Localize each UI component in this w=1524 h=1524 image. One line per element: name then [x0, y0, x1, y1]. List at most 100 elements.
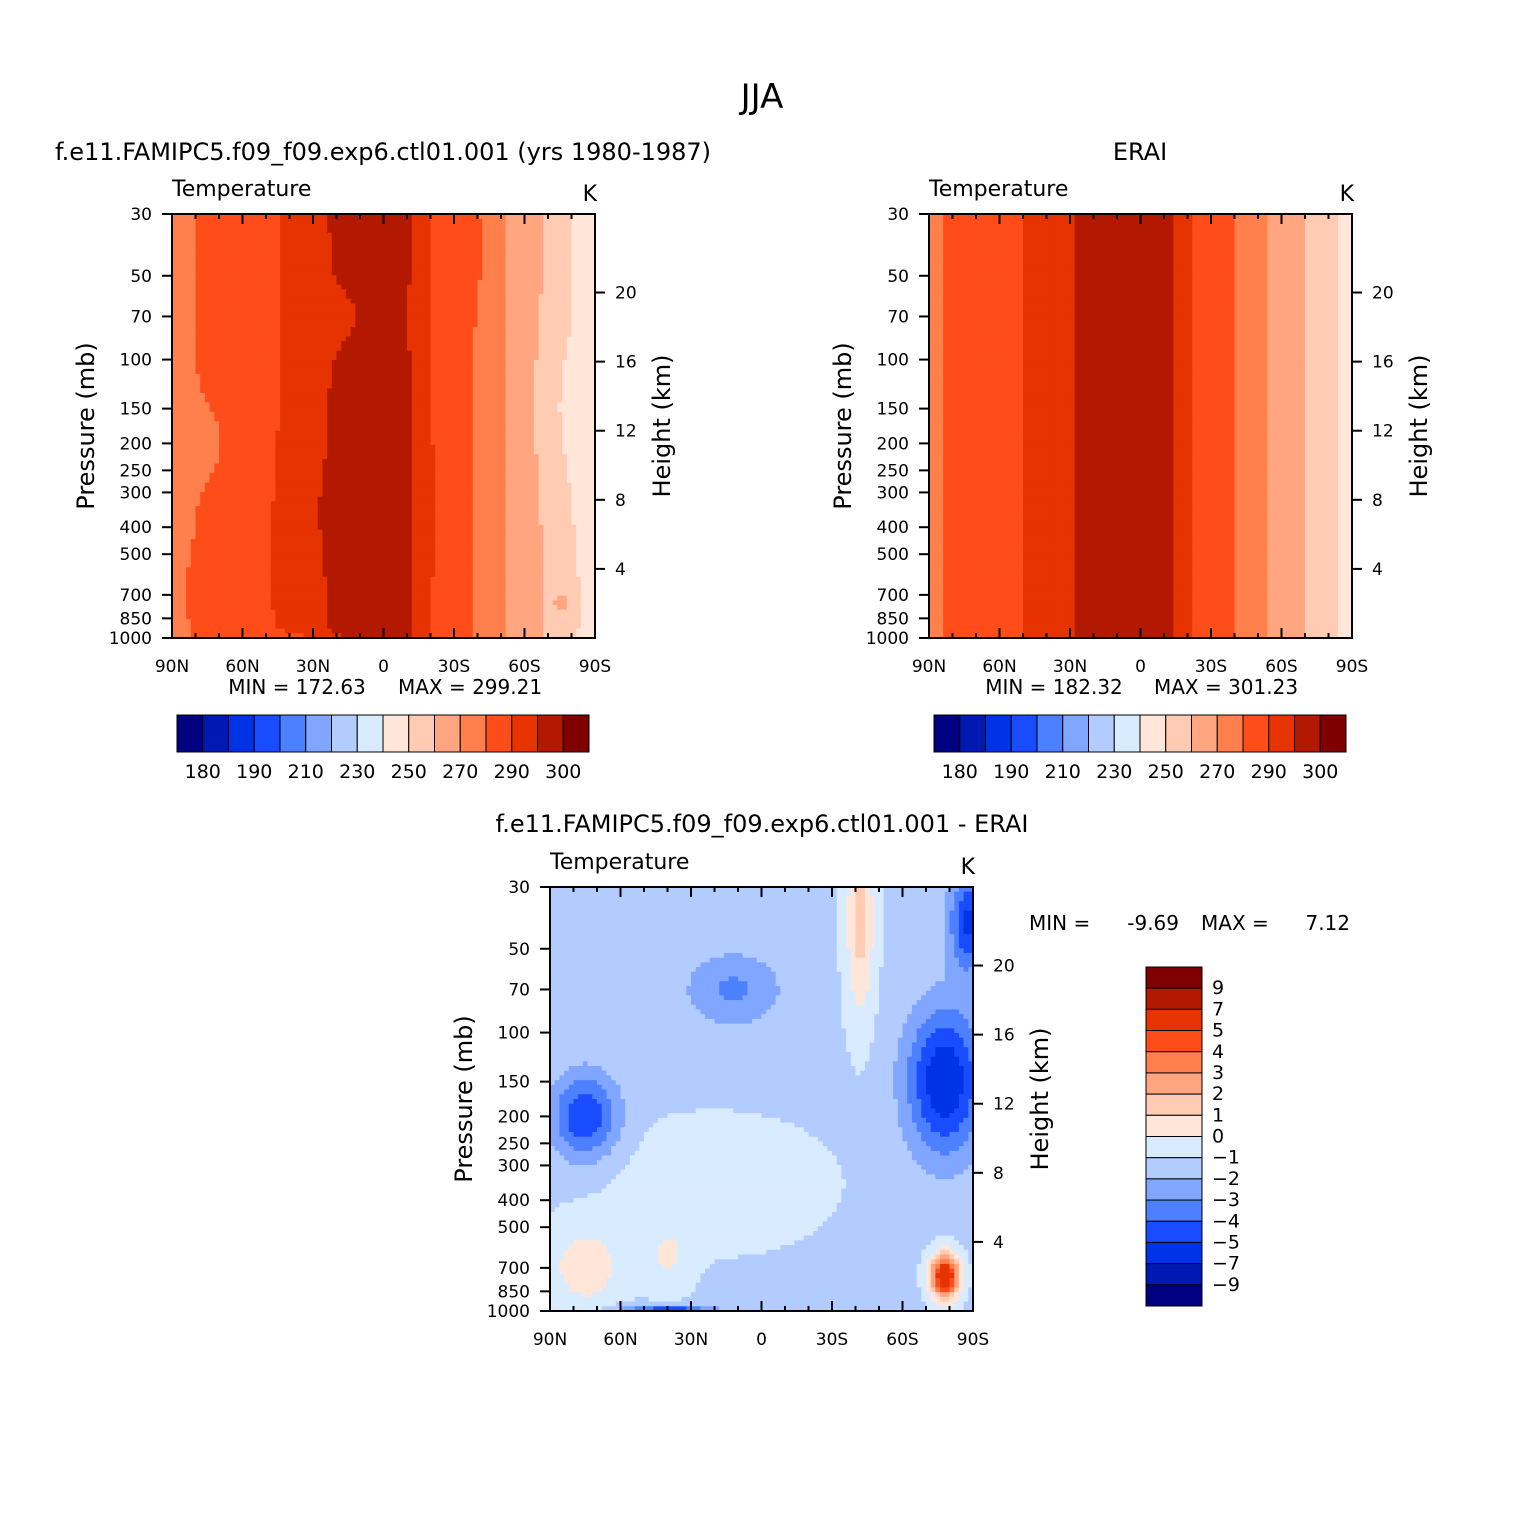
contour-cell — [501, 463, 507, 469]
contour-cell — [345, 251, 352, 257]
contour-cell — [275, 468, 281, 474]
contour-cell — [360, 383, 366, 389]
contour-cell — [548, 383, 554, 389]
contour-cell — [308, 421, 314, 427]
contour-cell — [548, 393, 554, 399]
contour-cell — [458, 218, 464, 225]
contour-cell — [270, 454, 276, 460]
contour-cell — [261, 350, 267, 356]
contour-cell — [237, 449, 244, 455]
contour-cell — [529, 308, 535, 314]
contour-cell — [181, 256, 187, 262]
contour-cell — [190, 473, 197, 479]
contour-cell — [298, 246, 305, 253]
contour-cell — [496, 388, 502, 394]
contour-cell — [360, 237, 366, 243]
contour-cell — [345, 454, 352, 460]
contour-cell — [228, 265, 234, 272]
contour-cell — [284, 327, 291, 333]
contour-cell — [214, 289, 220, 295]
contour-cell — [529, 251, 535, 257]
contour-cell — [524, 298, 530, 305]
contour-cell — [472, 242, 479, 248]
contour-cell — [468, 416, 474, 422]
contour-cell — [585, 242, 591, 248]
contour-cell — [237, 407, 244, 413]
contour-cell — [294, 265, 300, 272]
contour-cell — [345, 449, 352, 455]
contour-cell — [172, 242, 178, 248]
contour-cell — [181, 402, 187, 408]
contour-cell — [176, 341, 182, 347]
contour-cell — [289, 454, 295, 460]
contour-cell — [345, 265, 352, 272]
contour-cell — [392, 355, 399, 361]
contour-cell — [444, 430, 450, 437]
contour-cell — [317, 298, 323, 305]
contour-cell — [439, 360, 446, 366]
contour-cell — [468, 284, 474, 290]
contour-cell — [256, 294, 262, 300]
contour-cell — [214, 360, 220, 366]
contour-cell — [454, 350, 460, 356]
contour-cell — [186, 440, 192, 446]
contour-cell — [529, 242, 535, 248]
contour-cell — [552, 303, 558, 309]
contour-cell — [186, 251, 192, 257]
contour-cell — [557, 237, 563, 243]
contour-cell — [219, 378, 225, 385]
contour-cell — [233, 416, 239, 422]
contour-cell — [313, 458, 319, 465]
contour-cell — [223, 331, 229, 338]
contour-cell — [571, 284, 577, 290]
contour-cell — [345, 463, 352, 469]
contour-cell — [341, 388, 347, 394]
contour-cell — [388, 393, 394, 399]
contour-cell — [576, 237, 582, 243]
contour-cell — [176, 463, 182, 469]
contour-cell — [204, 426, 211, 432]
contour-cell — [228, 388, 234, 394]
contour-cell — [472, 289, 479, 295]
contour-cell — [341, 265, 347, 272]
contour-cell — [313, 468, 319, 474]
contour-cell — [468, 265, 474, 272]
contour-cell — [486, 223, 493, 229]
contour-cell — [242, 246, 248, 253]
contour-cell — [270, 246, 276, 253]
contour-cell — [298, 312, 305, 319]
contour-cell — [397, 378, 403, 385]
contour-cell — [237, 251, 244, 257]
contour-cell — [449, 242, 455, 248]
contour-cell — [280, 214, 286, 220]
contour-cell — [200, 435, 206, 441]
contour-cell — [566, 246, 573, 253]
contour-cell — [543, 331, 549, 338]
contour-cell — [552, 411, 558, 418]
contour-cell — [454, 279, 460, 286]
contour-cell — [247, 251, 253, 257]
contour-cell — [548, 270, 554, 276]
contour-cell — [280, 440, 286, 446]
contour-cell — [576, 223, 582, 229]
contour-cell — [204, 435, 211, 441]
contour-cell — [430, 463, 436, 469]
contour-cell — [190, 218, 197, 225]
contour-cell — [247, 308, 253, 314]
contour-cell — [190, 289, 197, 295]
contour-cell — [590, 303, 595, 309]
contour-cell — [416, 308, 422, 314]
contour-cell — [176, 374, 182, 380]
contour-cell — [576, 242, 582, 248]
contour-cell — [515, 345, 521, 352]
contour-cell — [322, 468, 328, 474]
contour-cell — [585, 378, 591, 385]
contour-cell — [468, 393, 474, 399]
contour-cell — [336, 388, 342, 394]
contour-cell — [519, 312, 526, 319]
contour-cell — [590, 242, 595, 248]
contour-cell — [538, 355, 544, 361]
contour-cell — [176, 312, 182, 319]
contour-cell — [449, 279, 455, 286]
contour-cell — [204, 411, 211, 418]
